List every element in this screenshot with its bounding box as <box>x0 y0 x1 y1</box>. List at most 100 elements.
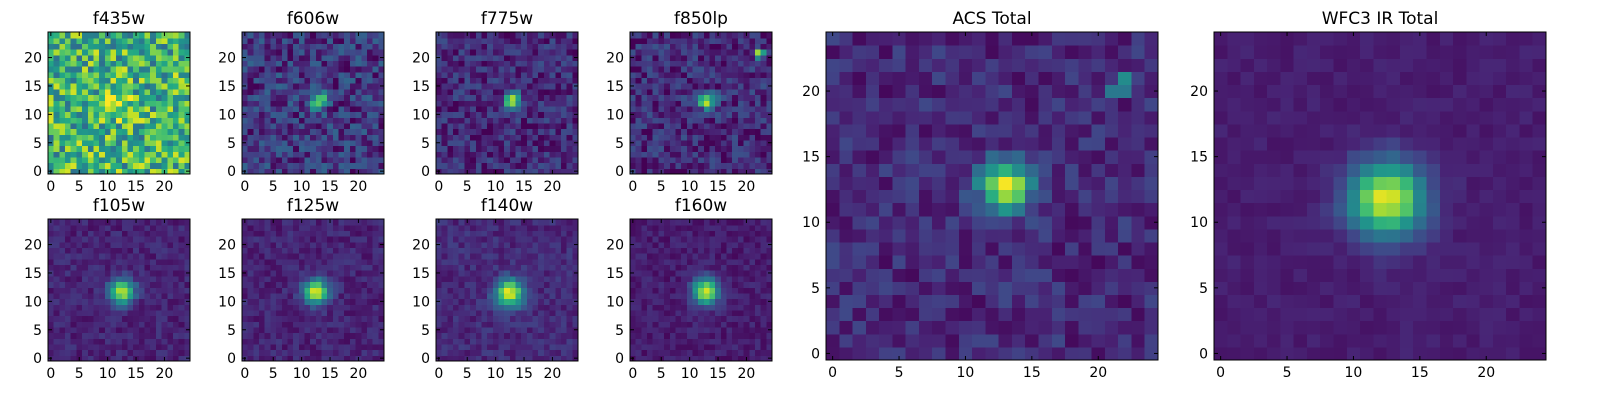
heatmap-cell <box>555 310 561 316</box>
heatmap-cell <box>732 72 738 78</box>
heatmap-cell <box>248 270 254 276</box>
heatmap-cell <box>299 49 305 55</box>
y-tick-label: 15 <box>24 79 42 95</box>
heatmap-cell <box>715 83 721 89</box>
heatmap-cell <box>493 129 499 135</box>
y-tick-label: 15 <box>606 79 624 95</box>
heatmap-cell <box>179 38 185 44</box>
heatmap-cell <box>99 321 105 327</box>
heatmap-cell <box>464 299 470 305</box>
heatmap-cell <box>521 66 527 72</box>
heatmap-cell <box>555 112 561 118</box>
heatmap-cell <box>316 77 322 83</box>
heatmap-cell <box>749 72 755 78</box>
heatmap-cell <box>692 83 698 89</box>
x-tick-label: 20 <box>156 366 174 382</box>
heatmap-cell <box>493 94 499 100</box>
heatmap-cell <box>82 230 88 236</box>
heatmap-cell <box>304 43 310 49</box>
heatmap-cell <box>481 304 487 310</box>
heatmap-cell <box>76 287 82 293</box>
heatmap-cell <box>493 276 499 282</box>
heatmap-cell <box>373 55 379 61</box>
heatmap-cell <box>636 43 642 49</box>
heatmap-cell <box>555 43 561 49</box>
heatmap-cell <box>133 281 139 287</box>
heatmap-cell <box>692 146 698 152</box>
heatmap-cell <box>744 304 750 310</box>
heatmap-cell <box>105 89 111 95</box>
heatmap-cell <box>470 242 476 248</box>
heatmap-cell <box>459 55 465 61</box>
heatmap-cell <box>265 304 271 310</box>
heatmap-cell <box>561 281 567 287</box>
heatmap-cell <box>316 259 322 265</box>
heatmap-cell <box>749 316 755 322</box>
heatmap-cell <box>373 151 379 157</box>
heatmap-cell <box>658 310 664 316</box>
heatmap-cell <box>481 270 487 276</box>
heatmap-cell <box>521 151 527 157</box>
heatmap-cell <box>88 219 94 225</box>
heatmap-cell <box>344 100 350 106</box>
heatmap-cell <box>287 242 293 248</box>
heatmap-cell <box>361 89 367 95</box>
heatmap-cell <box>698 151 704 157</box>
heatmap-cell <box>99 94 105 100</box>
heatmap-cell <box>487 253 493 259</box>
heatmap-cell <box>487 106 493 112</box>
heatmap-cell <box>128 43 134 49</box>
heatmap-cell <box>698 304 704 310</box>
heatmap-cell <box>116 117 122 123</box>
heatmap-cell <box>71 281 77 287</box>
heatmap-cell <box>738 338 744 344</box>
heatmap-cell <box>538 259 544 265</box>
heatmap-cell <box>664 32 670 38</box>
heatmap-cell <box>282 129 288 135</box>
heatmap-cell <box>116 89 122 95</box>
heatmap-cell <box>636 270 642 276</box>
heatmap-cell <box>738 333 744 339</box>
heatmap-cell <box>48 225 54 231</box>
heatmap-cell <box>110 140 116 146</box>
heatmap-cell <box>493 60 499 66</box>
heatmap-cell <box>481 350 487 356</box>
heatmap-cell <box>116 242 122 248</box>
heatmap-cell <box>664 66 670 72</box>
heatmap-cell <box>139 94 145 100</box>
heatmap-cell <box>721 146 727 152</box>
heatmap-cell <box>675 72 681 78</box>
heatmap-cell <box>350 129 356 135</box>
heatmap-cell <box>636 94 642 100</box>
heatmap-cell <box>327 100 333 106</box>
heatmap-cell <box>636 77 642 83</box>
heatmap-cell <box>641 304 647 310</box>
heatmap-cell <box>459 106 465 112</box>
heatmap-cell <box>350 253 356 259</box>
heatmap-cell <box>544 242 550 248</box>
heatmap-cell <box>367 321 373 327</box>
heatmap-cell <box>636 151 642 157</box>
heatmap-cell <box>755 350 761 356</box>
heatmap-cell <box>265 338 271 344</box>
heatmap-cell <box>692 129 698 135</box>
heatmap-cell <box>470 117 476 123</box>
heatmap-cell <box>721 304 727 310</box>
heatmap-cell <box>167 100 173 106</box>
heatmap-cell <box>173 123 179 129</box>
heatmap-cell <box>481 32 487 38</box>
heatmap-cell <box>82 276 88 282</box>
heatmap-cell <box>561 83 567 89</box>
heatmap-cell <box>470 299 476 305</box>
heatmap-cell <box>99 43 105 49</box>
heatmap-cell <box>339 157 345 163</box>
heatmap-cell <box>687 129 693 135</box>
heatmap-cell <box>476 38 482 44</box>
heatmap-cell <box>304 151 310 157</box>
heatmap-cell <box>310 55 316 61</box>
heatmap-cell <box>299 43 305 49</box>
heatmap-cell <box>327 281 333 287</box>
heatmap-cell <box>721 344 727 350</box>
heatmap-cell <box>698 157 704 163</box>
heatmap-cell <box>715 94 721 100</box>
